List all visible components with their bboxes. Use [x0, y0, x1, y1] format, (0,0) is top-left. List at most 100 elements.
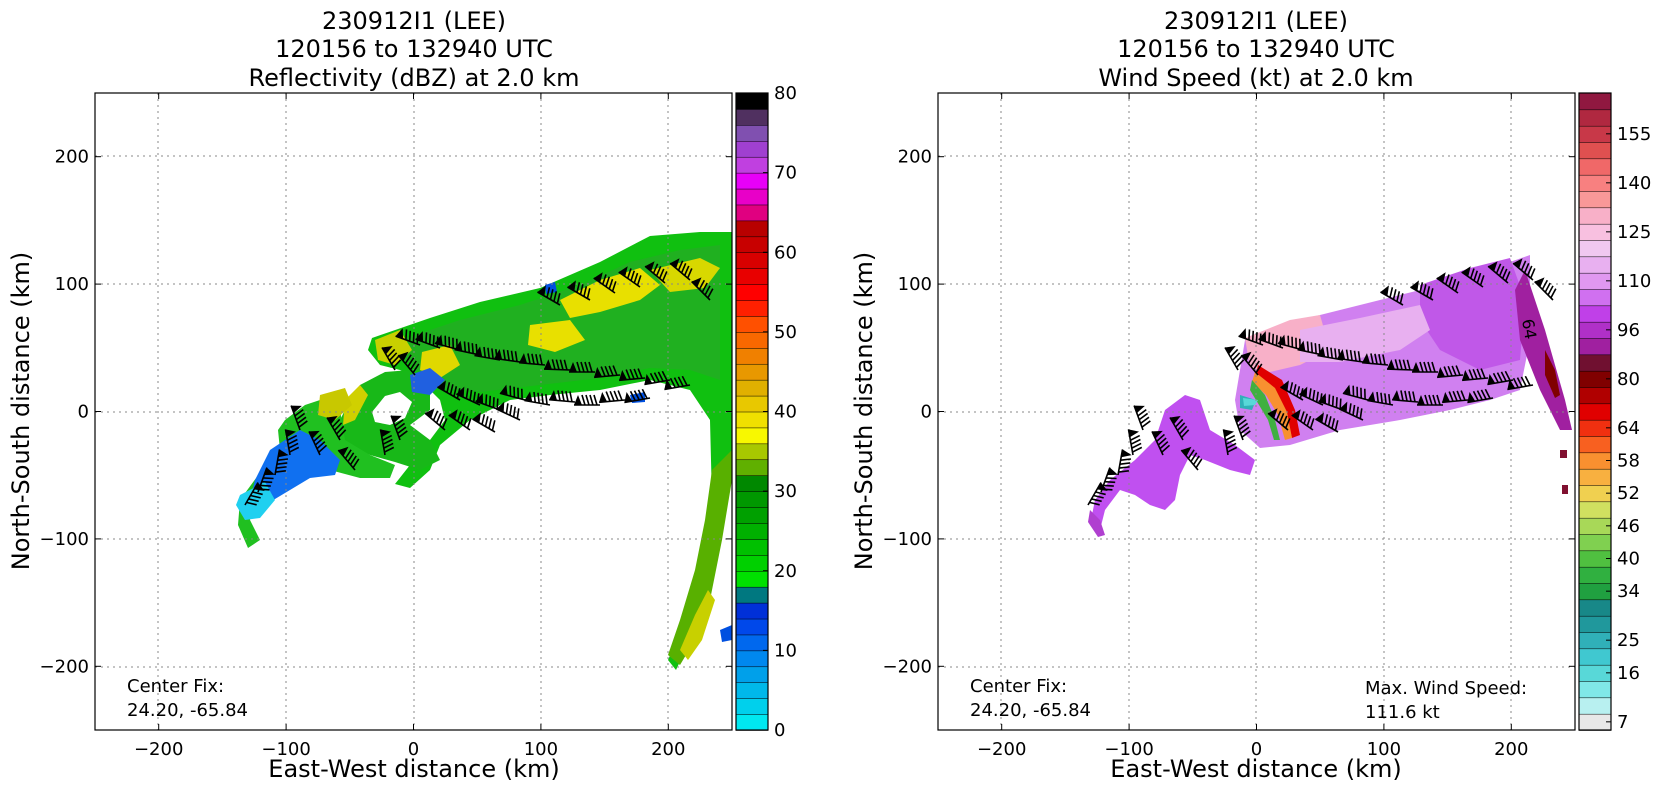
- wind-barb: [475, 393, 501, 411]
- wind-barb-feather: [1327, 416, 1332, 427]
- colorbar-tick-label: 64: [1617, 418, 1640, 439]
- wind-barb-feather: [1451, 365, 1457, 376]
- colorbar-frame: [1578, 92, 1612, 731]
- wind-barb-feather: [1229, 348, 1239, 358]
- wind-barb-flag: [1134, 405, 1145, 414]
- wind-barb-feather: [1303, 413, 1309, 424]
- wind-barb-feather: [514, 351, 518, 362]
- wind-barb: [1151, 430, 1171, 456]
- wind-barb-feather: [1237, 419, 1247, 427]
- colorbar-band: [1578, 697, 1612, 715]
- wind-barb-feather: [1501, 268, 1508, 279]
- colorbar-tick-label: 110: [1617, 271, 1651, 292]
- wind-barb-feather: [1334, 348, 1337, 359]
- wind-barb-feather: [611, 281, 617, 292]
- wind-barb-feather: [1526, 265, 1533, 276]
- wind-barb: [624, 388, 651, 404]
- wind-barb-feather: [633, 368, 639, 379]
- wind-barb-feather: [1328, 394, 1331, 405]
- wind-barb-feather: [1476, 390, 1483, 401]
- wind-barb-feather: [444, 335, 447, 347]
- colorbar-tick-label: 25: [1617, 630, 1640, 651]
- wind-barb-feather: [1427, 361, 1432, 373]
- wind-barb-feather: [637, 368, 643, 379]
- colorbar-band: [735, 681, 769, 699]
- wind-spiral-arm: [1090, 395, 1255, 530]
- wind-barb: [274, 449, 289, 476]
- wind-barb-feather: [1357, 351, 1361, 362]
- southern-band-yellow: [680, 590, 715, 660]
- wind-barb-feather: [658, 268, 665, 279]
- wind-barb: [381, 345, 402, 371]
- wind-barb-feather: [1176, 422, 1186, 432]
- colorbar-band: [735, 124, 769, 142]
- wind-barb-feather: [1187, 449, 1195, 459]
- wind-barb-flag: [395, 328, 404, 339]
- wind-barb: [1362, 353, 1389, 366]
- x-tick-label: −100: [261, 739, 310, 760]
- wind-barb: [1339, 401, 1364, 421]
- wind-barb-feather: [277, 458, 289, 462]
- wind-barb-flag: [599, 391, 608, 403]
- colorbar-band: [735, 427, 769, 445]
- wind-barb-feather: [1388, 394, 1391, 405]
- wind-barb-feather: [1424, 394, 1429, 406]
- max-wind-label: Max. Wind Speed:: [1365, 678, 1527, 699]
- wind-barb: [1461, 266, 1485, 288]
- colorbar-band: [735, 252, 769, 269]
- wind-barb-feather: [250, 494, 261, 499]
- wind-barb-flag: [691, 277, 702, 288]
- wind-barb-feather: [388, 352, 398, 362]
- wind-barb-staff: [1507, 384, 1534, 391]
- wind-barb-feather: [701, 282, 708, 293]
- wind-barb: [1133, 405, 1151, 431]
- wind-barb-staff: [337, 449, 356, 471]
- wind-barb-staff: [1380, 291, 1404, 306]
- wind-barb-feather: [637, 389, 644, 400]
- wind-barb: [437, 380, 461, 401]
- wind-barb-feather: [1550, 288, 1557, 299]
- wind-barb-feather: [294, 409, 304, 417]
- wind-barb-flag: [1097, 482, 1108, 491]
- wind-barb-feather: [698, 279, 706, 290]
- colorbar-band: [735, 92, 769, 110]
- wind-barb-feather: [537, 392, 540, 404]
- colorbar-band: [735, 283, 769, 301]
- eyewall-blue: [410, 368, 445, 395]
- wind-barb-feather: [653, 372, 660, 383]
- wind-barb-feather: [683, 265, 690, 276]
- colorbar-tick-label: 58: [1617, 451, 1640, 472]
- wind-barb-feather: [1275, 410, 1282, 421]
- colorbar-band: [735, 172, 769, 190]
- wind-barb-feather: [633, 390, 640, 401]
- wind-barb-feather: [488, 418, 493, 429]
- wind-barb-feather: [613, 390, 619, 401]
- wind-barb: [1127, 429, 1143, 456]
- wind-barb: [669, 258, 693, 281]
- colorbar-tick-label: 40: [774, 402, 797, 423]
- wind-barb: [1534, 277, 1557, 301]
- wind-barb-feather: [1448, 391, 1454, 402]
- colorbar-band: [1578, 501, 1612, 519]
- wind-barb-feather: [496, 398, 499, 410]
- colorbar-tick-label: 46: [1617, 516, 1640, 537]
- wind-barb-feather: [1287, 335, 1290, 347]
- wind-barb-feather: [630, 270, 636, 281]
- wind-barb-flag: [1241, 351, 1252, 362]
- wind-barb-feather: [1157, 437, 1167, 446]
- wind-barb: [415, 331, 441, 349]
- wind-barb-feather: [409, 360, 417, 371]
- wind-barb-feather: [583, 286, 588, 297]
- wind-barb-feather: [1353, 350, 1357, 362]
- wind-barb: [496, 401, 521, 421]
- wind-barb-feather: [432, 335, 435, 346]
- colorbar-band: [735, 347, 769, 365]
- wind-barb-feather: [661, 370, 668, 381]
- wind-barb-flag: [1258, 331, 1267, 342]
- wind-barb-feather: [1159, 441, 1169, 450]
- wind-barb-feather: [677, 376, 684, 387]
- panel-title-line-3: Reflectivity (dBZ) at 2.0 km: [249, 64, 580, 92]
- colorbar-band: [735, 204, 769, 222]
- reflectivity-wind-barbs: [244, 258, 714, 506]
- colorbar-band: [735, 554, 769, 572]
